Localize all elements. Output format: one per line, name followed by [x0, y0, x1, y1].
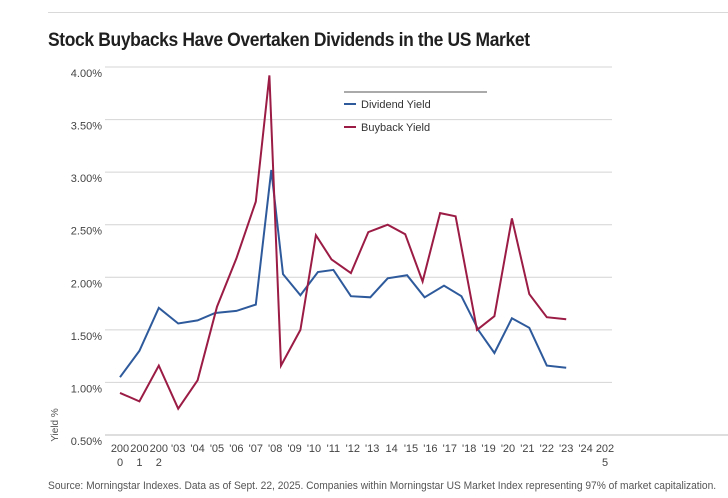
y-tick-label: 2.00%	[71, 278, 102, 290]
x-tick-label: '09	[287, 443, 301, 455]
x-tick-label: '24	[578, 443, 592, 455]
x-tick-label: 202 5	[596, 443, 614, 469]
top-divider	[48, 12, 728, 13]
x-tick-label: '12	[346, 443, 360, 455]
y-tick-label: 3.00%	[71, 173, 102, 185]
y-tick-label: 2.50%	[71, 226, 102, 238]
x-tick-label: '19	[481, 443, 495, 455]
x-tick-label: '06	[229, 443, 243, 455]
x-tick-label: 200 0	[111, 443, 129, 469]
series-lines	[119, 75, 567, 411]
x-tick-label: '05	[210, 443, 224, 455]
x-tick-label: '17	[443, 443, 457, 455]
y-axis-ticks: 0.50% 1.00% 1.50% 2.00% 2.50% 3.00% 3.50% 4.00%	[71, 68, 102, 448]
x-tick-label: 200 2	[150, 443, 168, 469]
x-tick-label: '07	[249, 443, 263, 455]
x-tick-label: 200 1	[130, 443, 148, 469]
source-note: Source: Morningstar Indexes. Data as of …	[48, 480, 717, 492]
x-tick-label: '18	[462, 443, 476, 455]
x-tick-label: '20	[501, 443, 515, 455]
x-tick-label: '11	[327, 443, 341, 455]
series-line-dividend-yield	[119, 169, 567, 378]
x-tick-label: '16	[423, 443, 437, 455]
gridlines	[105, 66, 728, 436]
x-tick-label: '04	[190, 443, 204, 455]
legend: Dividend Yield Buyback Yield	[344, 91, 487, 134]
x-tick-label: '22	[540, 443, 554, 455]
x-tick-label: '10	[307, 443, 321, 455]
x-tick-label: 14	[385, 443, 397, 455]
y-axis-label: Yield %	[50, 408, 61, 442]
legend-label: Buyback Yield	[361, 122, 430, 134]
x-tick-label: '15	[404, 443, 418, 455]
chart-title: Stock Buybacks Have Overtaken Dividends …	[48, 30, 530, 51]
x-tick-label: '21	[520, 443, 534, 455]
y-tick-label: 4.00%	[71, 68, 102, 80]
x-tick-label: '23	[559, 443, 573, 455]
y-tick-label: 0.50%	[71, 436, 102, 448]
x-tick-label: '03	[171, 443, 185, 455]
series-line-buyback-yield	[119, 75, 567, 411]
y-tick-label: 1.50%	[71, 331, 102, 343]
y-tick-label: 1.00%	[71, 383, 102, 395]
x-tick-label: '13	[365, 443, 379, 455]
x-tick-label: '08	[268, 443, 282, 455]
legend-label: Dividend Yield	[361, 99, 431, 111]
y-tick-label: 3.50%	[71, 121, 102, 133]
